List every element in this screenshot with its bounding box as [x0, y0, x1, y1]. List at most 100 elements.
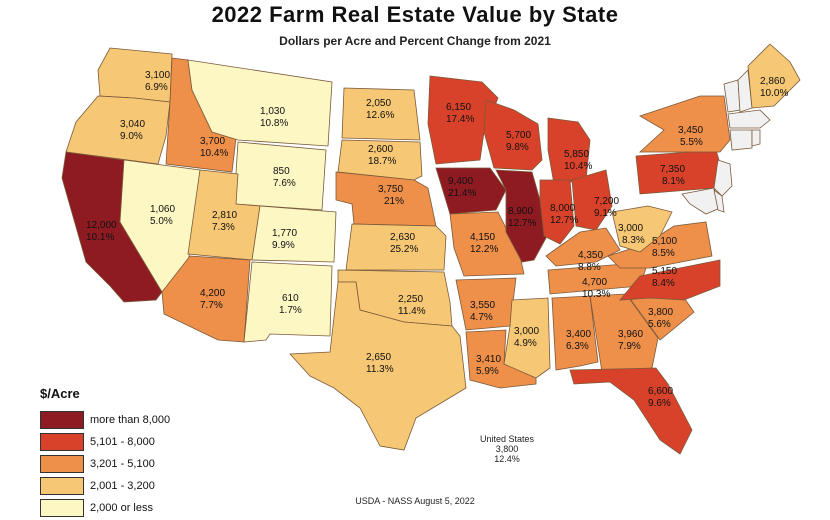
label-NY: 3,450 5.5%: [678, 125, 703, 148]
label-AZ: 4,200 7.7%: [200, 288, 225, 311]
label-WY-value: 850: [273, 166, 290, 177]
label-VA-change: 8.5%: [652, 248, 675, 259]
label-MN-value: 6,150: [446, 102, 471, 113]
state-MN: [427, 75, 499, 165]
label-WI-change: 9.8%: [506, 142, 529, 153]
state-NY: [638, 95, 731, 153]
label-IA-value: 9,400: [448, 176, 473, 187]
label-KY: 4,350 8.8%: [578, 250, 603, 273]
state-RI: [751, 129, 761, 147]
state-MO: [449, 211, 525, 277]
legend-label: 2,001 - 3,200: [90, 480, 155, 492]
label-MI-value: 5,850: [564, 149, 589, 160]
label-UT-value: 2,810: [212, 210, 237, 221]
label-CA: 12,000 10.1%: [86, 220, 117, 243]
label-OK-change: 11.4%: [398, 306, 426, 317]
label-NM: 610 1.7%: [279, 293, 302, 316]
us-summary-change: 12.4%: [494, 454, 520, 464]
label-TN-value: 4,700: [582, 277, 607, 288]
label-WI: 5,700 9.8%: [506, 130, 531, 153]
state-NC: [619, 259, 721, 301]
state-FL: [569, 367, 693, 455]
label-NC: 5,150 8.4%: [652, 266, 677, 289]
state-NJ: [713, 159, 733, 197]
legend-swatch: [40, 433, 84, 451]
label-NY-change: 5.5%: [680, 137, 703, 148]
label-IN-value: 8,000: [550, 203, 575, 214]
label-CO: 1,770 9.9%: [272, 228, 297, 251]
label-UT: 2,810 7.3%: [212, 210, 237, 233]
label-GA-change: 7.9%: [618, 341, 641, 352]
state-KY: [545, 227, 621, 267]
label-OR: 3,040 9.0%: [120, 119, 145, 142]
legend-item: 3,201 - 5,100: [40, 453, 170, 475]
label-NE-value: 3,750: [378, 184, 403, 195]
label-WY-change: 7.6%: [273, 178, 296, 189]
label-SC-value: 3,800: [648, 307, 673, 318]
state-SD: [337, 139, 423, 181]
label-FL-change: 9.6%: [648, 398, 671, 409]
label-KS-value: 2,630: [390, 232, 415, 243]
label-MT-value: 1,030: [260, 106, 285, 117]
legend-label: 5,101 - 8,000: [90, 436, 155, 448]
label-IL: 8,900 12.7%: [508, 206, 536, 229]
label-FL-value: 6,600: [648, 386, 673, 397]
map-title: 2022 Farm Real Estate Value by State: [211, 2, 619, 27]
label-NV-change: 5.0%: [150, 216, 173, 227]
state-WV: [611, 205, 673, 253]
label-NM-change: 1.7%: [279, 305, 302, 316]
label-MT-change: 10.8%: [260, 118, 288, 129]
label-WA-value: 3,100: [145, 70, 170, 81]
legend-swatch: [40, 477, 84, 495]
label-ND-value: 2,050: [366, 98, 391, 109]
label-NY-value: 3,450: [678, 125, 703, 136]
label-IA: 9,400 21.4%: [448, 176, 476, 199]
label-OK: 2,250 11.4%: [398, 294, 426, 317]
label-KY-change: 8.8%: [578, 262, 601, 273]
state-CO: [251, 205, 337, 263]
legend-swatch: [40, 455, 84, 473]
label-CO-value: 1,770: [272, 228, 297, 239]
label-AL: 3,400 6.3%: [566, 329, 591, 352]
label-NE-change: 21%: [384, 196, 404, 207]
label-MO-change: 12.2%: [470, 244, 498, 255]
label-CA-value: 12,000: [86, 220, 117, 231]
label-OR-change: 9.0%: [120, 131, 143, 142]
state-WI: [483, 99, 543, 171]
label-IN-change: 12.7%: [550, 215, 578, 226]
legend-label: 3,201 - 5,100: [90, 458, 155, 470]
label-ND: 2,050 12.6%: [366, 98, 394, 121]
map-subtitle: Dollars per Acre and Percent Change from…: [279, 34, 551, 48]
label-GA-value: 3,960: [618, 329, 643, 340]
label-PA: 7,350 8.1%: [660, 164, 685, 187]
label-ND-change: 12.6%: [366, 110, 394, 121]
label-AZ-change: 7.7%: [200, 300, 223, 311]
label-GA: 3,960 7.9%: [618, 329, 643, 352]
state-VT: [723, 79, 741, 113]
legend-label: 2,000 or less: [90, 502, 153, 514]
label-OH: 7,200 9.1%: [594, 196, 619, 219]
state-TN: [547, 261, 649, 295]
legend-swatch: [40, 411, 84, 429]
us-summary-value: 3,800: [495, 444, 519, 454]
source-note: USDA - NASS August 5, 2022: [355, 496, 475, 506]
us-summary: United States 3,800 12.4%: [452, 434, 562, 464]
state-MT: [187, 59, 333, 147]
label-SD: 2,600 18.7%: [368, 144, 396, 167]
label-SC: 3,800 5.6%: [648, 307, 673, 330]
label-TN-change: 10.3%: [582, 289, 610, 300]
label-KY-value: 4,350: [578, 250, 603, 261]
label-MS-value: 3,000: [514, 326, 539, 337]
label-CA-change: 10.1%: [86, 232, 114, 243]
label-OH-change: 9.1%: [594, 208, 617, 219]
label-AR-value: 3,550: [470, 300, 495, 311]
label-IA-change: 21.4%: [448, 188, 476, 199]
label-ID-value: 3,700: [200, 136, 225, 147]
label-MI-change: 10.4%: [564, 161, 592, 172]
label-TX: 2,650 11.3%: [366, 352, 394, 375]
legend-item: 2,000 or less: [40, 497, 170, 519]
label-WV: 3,000 8.3%: [618, 223, 645, 246]
label-TN: 4,700 10.3%: [582, 277, 610, 300]
legend-swatch: [40, 499, 84, 517]
